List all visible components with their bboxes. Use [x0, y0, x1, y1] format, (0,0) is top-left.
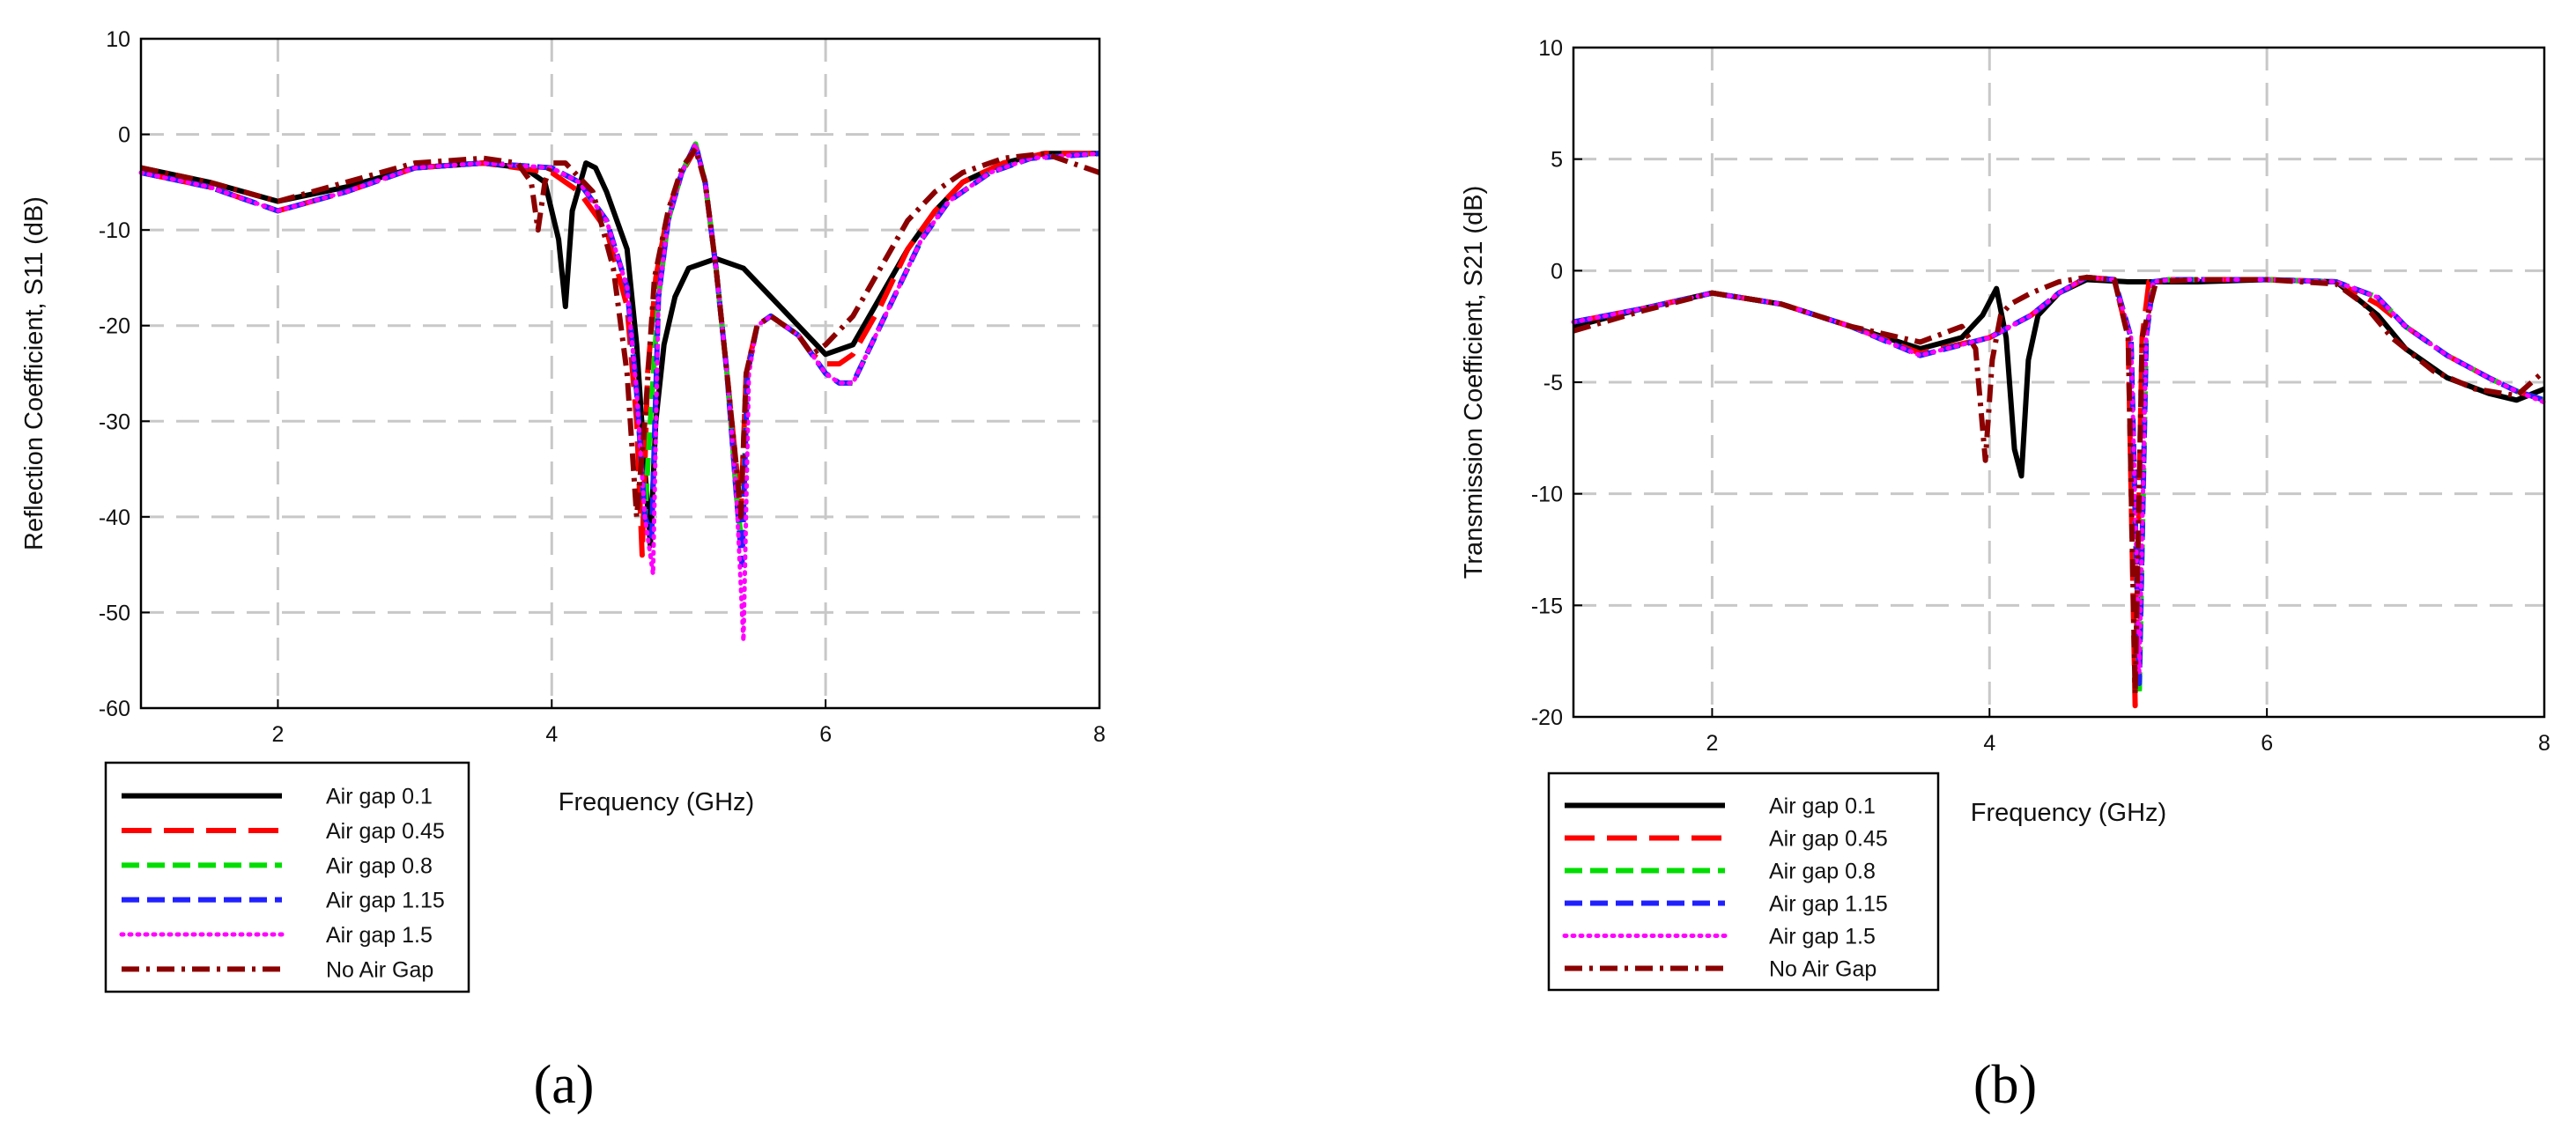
- legend-label: No Air Gap: [326, 957, 433, 982]
- legend-label: Air gap 1.5: [1769, 925, 1876, 949]
- legend-label: Air gap 0.45: [1769, 827, 1888, 852]
- grid: [1573, 48, 2544, 717]
- x-tick-label: 6: [819, 722, 832, 747]
- y-tick-label: -40: [99, 506, 130, 530]
- panel-a: 10 0 -10 -20 -30 -40 -50 -60 2 4 6 8 Reflection Coef…: [20, 27, 1106, 1115]
- y-tick-label: -50: [99, 601, 130, 625]
- legend: Air gap 0.1 Air gap 0.45 Air gap 0.8 Air ga…: [1547, 772, 1940, 992]
- plot-area: [141, 39, 1099, 708]
- legend-label: Air gap 0.8: [326, 853, 433, 878]
- legend: Air gap 0.1 Air gap 0.45 Air gap 0.8 Air ga…: [104, 761, 470, 993]
- legend-label: Air gap 1.15: [326, 889, 445, 913]
- y-tick-label: -30: [99, 410, 130, 434]
- panel-b: 10 5 0 -5 -10 -15 -20 2 4 6 8 Transmission Coeffici…: [1460, 36, 2550, 1115]
- y-axis-label: Reflection Coefficient, S11 (dB): [20, 196, 48, 550]
- legend-label: Air gap 0.1: [326, 785, 433, 809]
- y-tick-label: -15: [1531, 594, 1563, 618]
- x-tick-label: 2: [271, 722, 284, 747]
- y-tick-label: 5: [1551, 148, 1563, 173]
- panel-caption: (b): [1973, 1055, 2037, 1115]
- y-tick-label: -5: [1543, 371, 1563, 395]
- x-tick-label: 6: [2261, 731, 2273, 756]
- y-tick-label: -10: [1531, 483, 1563, 507]
- series-line-no-air-gap: [1573, 274, 2546, 698]
- x-tick-label: 8: [1093, 722, 1106, 747]
- x-tick-label: 4: [545, 722, 558, 747]
- y-tick-label: -20: [99, 314, 130, 339]
- legend-label: Air gap 0.45: [326, 819, 445, 844]
- x-axis-label: Frequency (GHz): [1971, 799, 2166, 827]
- series-group: [138, 141, 1102, 644]
- y-tick-label: 0: [1551, 259, 1563, 284]
- plot-frame: [139, 37, 1101, 710]
- y-tick-label: 10: [1538, 36, 1563, 61]
- y-axis-label: Transmission Coefficient, S21 (dB): [1460, 186, 1488, 579]
- x-tick-label: 4: [1983, 731, 1995, 756]
- y-tick-label: -10: [99, 218, 130, 243]
- legend-box: [104, 761, 470, 993]
- legend-label: No Air Gap: [1769, 957, 1876, 982]
- legend-label: Air gap 0.8: [1769, 860, 1876, 884]
- y-tick-label: 0: [118, 123, 130, 148]
- legend-label: Air gap 1.5: [326, 923, 433, 948]
- series-line-no-air-gap: [140, 145, 1100, 520]
- legend-label: Air gap 1.15: [1769, 892, 1888, 917]
- y-tick-label: 10: [106, 27, 130, 52]
- y-tick-label: -60: [99, 697, 130, 721]
- y-tick-label: -20: [1531, 705, 1563, 730]
- legend-box: [1547, 772, 1940, 992]
- x-axis-label: Frequency (GHz): [559, 788, 754, 816]
- panel-caption: (a): [534, 1055, 595, 1115]
- series-group: [1571, 274, 2547, 709]
- x-tick-label: 2: [1706, 731, 1718, 756]
- x-tick-label: 8: [2538, 731, 2550, 756]
- legend-label: Air gap 0.1: [1769, 794, 1876, 819]
